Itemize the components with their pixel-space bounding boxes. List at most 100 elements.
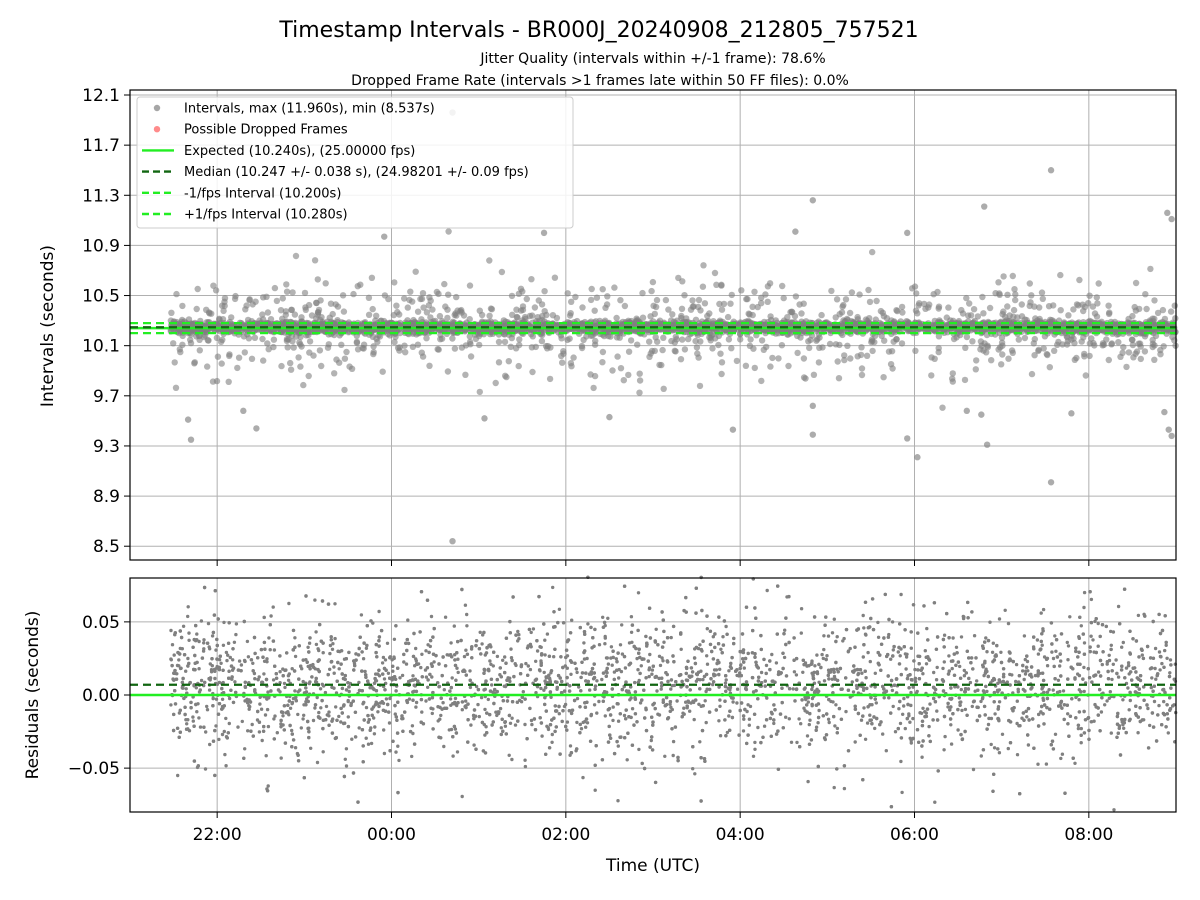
interval-point	[881, 337, 888, 344]
interval-point	[636, 370, 643, 377]
interval-outlier-point	[809, 197, 817, 204]
interval-point	[438, 335, 446, 342]
interval-point	[476, 341, 483, 349]
interval-point	[1086, 292, 1093, 299]
interval-outlier-point	[792, 228, 799, 235]
interval-point	[1091, 310, 1099, 317]
interval-point	[444, 314, 451, 322]
interval-point	[517, 307, 525, 314]
interval-point	[749, 303, 756, 310]
interval-point	[1046, 364, 1054, 371]
interval-point	[289, 289, 296, 296]
interval-point	[340, 308, 348, 315]
interval-point	[832, 314, 839, 321]
interval-point	[445, 291, 452, 298]
interval-outlier-point	[540, 229, 548, 237]
interval-point	[963, 333, 971, 341]
interval-point	[653, 296, 661, 304]
interval-outlier-point	[981, 203, 988, 210]
interval-point	[492, 379, 499, 387]
interval-point	[717, 350, 724, 357]
interval-point	[219, 336, 226, 343]
interval-point	[305, 372, 312, 380]
interval-point	[423, 309, 431, 316]
interval-point	[1015, 336, 1022, 343]
x-tick-label: 04:00	[716, 825, 765, 845]
residual-point	[861, 655, 865, 659]
interval-point	[369, 305, 376, 313]
interval-point	[462, 371, 469, 378]
interval-point	[912, 347, 919, 354]
interval-outlier-point	[184, 416, 192, 423]
interval-point	[764, 298, 771, 305]
residual-point	[1045, 664, 1050, 668]
interval-point	[498, 268, 506, 276]
interval-point	[445, 228, 452, 235]
x-tick-label: 22:00	[193, 825, 242, 845]
interval-point	[746, 342, 754, 349]
legend-label: Intervals, max (11.960s), min (8.537s)	[184, 102, 435, 117]
interval-point	[898, 303, 906, 311]
interval-point	[1010, 313, 1017, 320]
interval-point	[578, 344, 586, 352]
interval-point	[441, 280, 448, 288]
interval-point	[203, 306, 210, 313]
interval-point	[1120, 343, 1127, 351]
interval-point	[834, 358, 841, 365]
interval-point	[718, 370, 725, 378]
y-tick-label: 8.9	[93, 487, 120, 507]
interval-point	[368, 274, 376, 281]
interval-point	[718, 306, 726, 313]
interval-point	[1125, 349, 1133, 356]
interval-point	[972, 366, 979, 373]
interval-point	[588, 285, 595, 293]
interval-point	[744, 295, 751, 303]
x-tick-label: 08:00	[1064, 825, 1113, 845]
interval-point	[1018, 301, 1025, 308]
interval-point	[248, 355, 256, 362]
interval-point	[677, 356, 685, 363]
interval-point	[838, 309, 846, 316]
interval-point	[404, 304, 411, 311]
residual-point	[1076, 726, 1081, 731]
interval-point	[1031, 303, 1038, 310]
interval-point	[687, 306, 695, 313]
residual-point	[526, 664, 530, 668]
interval-point	[302, 304, 309, 311]
interval-point	[436, 312, 444, 320]
interval-point	[922, 305, 929, 312]
interval-point	[538, 337, 546, 345]
legend-label: Expected (10.240s), (25.00000 fps)	[184, 144, 415, 159]
interval-point	[671, 347, 678, 354]
interval-outlier-point	[914, 454, 921, 461]
interval-point	[1132, 307, 1140, 314]
interval-point	[679, 278, 686, 285]
y-tick-label: 8.5	[93, 537, 120, 557]
interval-point	[179, 302, 186, 310]
interval-point	[805, 338, 812, 345]
x-tick-label: 06:00	[890, 825, 939, 845]
interval-point	[213, 334, 221, 341]
interval-point	[1105, 356, 1113, 364]
interval-point	[476, 307, 483, 314]
interval-point	[761, 318, 768, 326]
interval-point	[760, 346, 767, 353]
interval-point	[652, 334, 659, 341]
interval-outlier-point	[187, 436, 195, 443]
interval-point	[958, 306, 965, 314]
interval-point	[599, 348, 607, 356]
interval-point	[402, 349, 409, 356]
interval-point	[1065, 312, 1072, 319]
interval-point	[246, 296, 253, 304]
interval-point	[285, 336, 292, 343]
residual-point	[550, 732, 554, 737]
interval-point	[843, 315, 851, 323]
interval-point	[336, 359, 343, 366]
interval-point	[815, 359, 823, 366]
interval-point	[1129, 341, 1137, 349]
interval-point	[1141, 348, 1149, 355]
interval-point	[270, 336, 278, 343]
y-tick-label: 9.7	[93, 387, 120, 407]
interval-point	[414, 341, 422, 348]
interval-point	[716, 300, 723, 308]
